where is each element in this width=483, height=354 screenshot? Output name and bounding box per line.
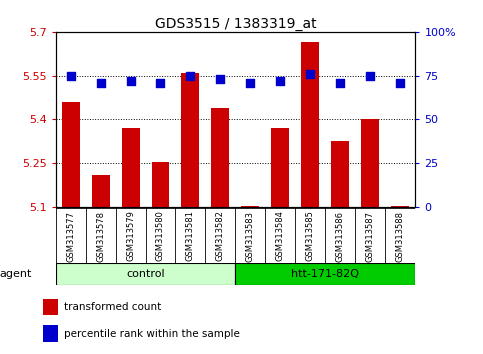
Bar (331, 141, 349, 207)
Bar (61, 102, 80, 207)
Bar (182, 73, 199, 207)
Bar (301, 42, 319, 207)
FancyBboxPatch shape (236, 263, 415, 285)
Bar (242, 206, 259, 207)
Text: percentile rank within the sample: percentile rank within the sample (64, 329, 240, 338)
Point (186, 73, 194, 79)
Text: GSM313582: GSM313582 (216, 211, 225, 262)
Text: GSM313577: GSM313577 (66, 211, 75, 262)
Point (127, 78, 134, 84)
Point (397, 80, 404, 86)
Point (337, 80, 344, 86)
Point (277, 78, 284, 84)
Title: GDS3515 / 1383319_at: GDS3515 / 1383319_at (155, 17, 316, 31)
Text: transformed count: transformed count (64, 302, 161, 312)
Text: GSM313584: GSM313584 (276, 211, 285, 262)
Text: GSM313578: GSM313578 (96, 211, 105, 262)
Point (97, 80, 104, 86)
Text: GSM313579: GSM313579 (126, 211, 135, 262)
Text: GSM313581: GSM313581 (186, 211, 195, 262)
Point (367, 73, 374, 79)
Bar (271, 128, 289, 207)
Bar (92, 175, 110, 207)
Bar (122, 128, 140, 207)
Point (216, 76, 224, 82)
FancyBboxPatch shape (56, 263, 236, 285)
Point (307, 71, 314, 77)
Bar (43, 299, 58, 315)
Bar (43, 325, 58, 342)
Text: GSM313585: GSM313585 (306, 211, 315, 262)
Text: GSM313586: GSM313586 (336, 211, 345, 262)
Bar (361, 119, 379, 207)
Text: GSM313580: GSM313580 (156, 211, 165, 262)
Bar (212, 108, 229, 207)
Bar (391, 206, 410, 207)
Point (156, 80, 164, 86)
Bar (152, 162, 170, 207)
Text: GSM313587: GSM313587 (366, 211, 375, 262)
Text: agent: agent (0, 269, 31, 279)
Text: control: control (126, 269, 165, 279)
Text: GSM313588: GSM313588 (396, 211, 405, 262)
Text: htt-171-82Q: htt-171-82Q (291, 269, 359, 279)
Point (67, 73, 74, 79)
Point (247, 80, 255, 86)
Text: GSM313583: GSM313583 (246, 211, 255, 262)
